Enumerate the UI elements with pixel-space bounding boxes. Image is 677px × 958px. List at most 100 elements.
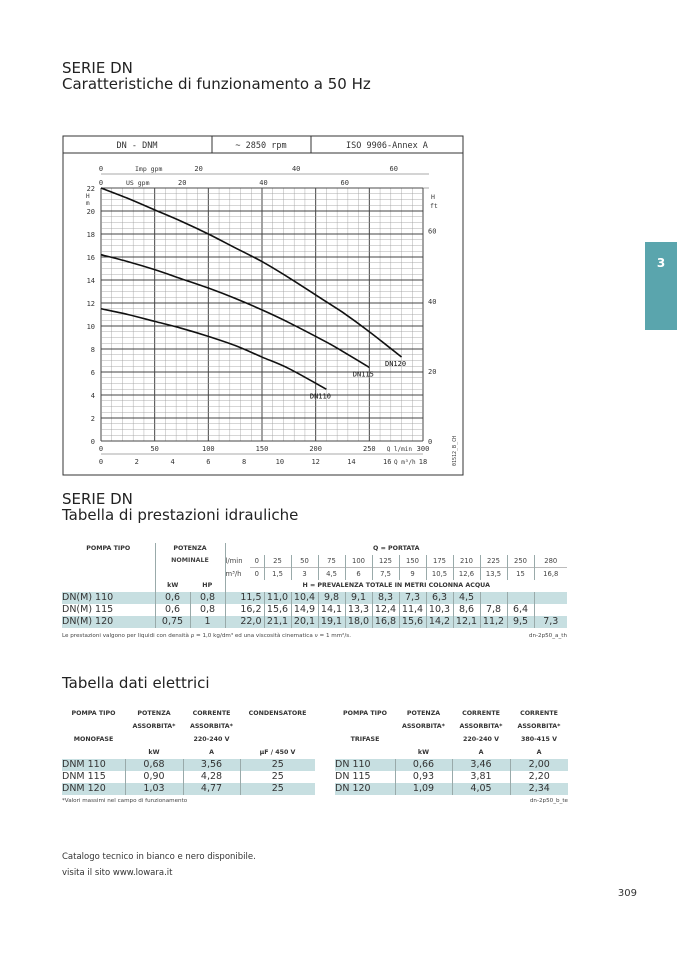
header-cell: CORRENTE bbox=[462, 709, 500, 717]
cell: DNM 110 bbox=[62, 759, 125, 771]
cell: 0,6 bbox=[154, 592, 190, 604]
y2-tick: 20 bbox=[428, 368, 436, 376]
x2-tick: 12 bbox=[311, 458, 319, 466]
table-row: DNM 115 0,90 4,28 25 bbox=[62, 771, 315, 783]
cell: 4,5 bbox=[452, 592, 480, 604]
cell: 1 bbox=[189, 616, 225, 628]
cell: 2,34 bbox=[509, 783, 568, 795]
y2-tick: 40 bbox=[428, 298, 436, 306]
header-cell bbox=[125, 733, 183, 746]
cell: 2,20 bbox=[509, 771, 568, 783]
cell: 14,2 bbox=[425, 616, 453, 628]
us-gpm-tick: 0 bbox=[99, 179, 103, 187]
x-tick: 250 bbox=[363, 445, 376, 453]
imp-gpm-label: Imp gpm bbox=[135, 165, 162, 173]
us-gpm-tick: 20 bbox=[178, 179, 186, 187]
header-cell: TRIFASE bbox=[350, 735, 380, 743]
cell: 11,5 bbox=[224, 592, 264, 604]
cell: 8,3 bbox=[371, 592, 399, 604]
header-cell: ASSORBITA* bbox=[402, 722, 445, 730]
header-cell: ASSORBITA* bbox=[132, 722, 176, 730]
y-tick: 12 bbox=[87, 300, 95, 308]
cell: 7,3 bbox=[533, 616, 567, 628]
cell: 1,03 bbox=[124, 783, 183, 795]
h-nominale: NOMINALE bbox=[154, 555, 225, 568]
us-gpm-tick: 40 bbox=[259, 179, 267, 187]
imp-gpm-tick: 20 bbox=[194, 165, 202, 173]
chart-header-cell: ~ 2850 rpm bbox=[235, 141, 286, 151]
cell bbox=[479, 592, 507, 604]
cell: 25 bbox=[239, 771, 315, 783]
cell: 18,0 bbox=[344, 616, 372, 628]
elec-note: *Valori massimi nel campo di funzionamen… bbox=[62, 798, 188, 804]
q-m3h: 1,5 bbox=[263, 567, 291, 580]
x2-axis-label: Q m³/h bbox=[394, 459, 416, 466]
imp-gpm-tick: 40 bbox=[292, 165, 300, 173]
cell: DN 115 bbox=[335, 771, 371, 782]
cell: 3,56 bbox=[182, 759, 240, 771]
x-tick: 200 bbox=[309, 445, 322, 453]
x2-tick: 6 bbox=[206, 458, 210, 466]
footer-link[interactable]: visita il sito www.lowara.it bbox=[62, 868, 173, 878]
us-gpm-label: US gpm bbox=[126, 179, 150, 187]
section-tab[interactable]: 3 bbox=[645, 242, 677, 330]
header-cell: 380-415 V bbox=[521, 735, 557, 743]
footer-line1: Catalogo tecnico in bianco e nero dispon… bbox=[62, 852, 256, 862]
cell: 7,3 bbox=[398, 592, 426, 604]
header-cell: POTENZA bbox=[137, 709, 171, 717]
table-row: DN(M) 110 0,6 0,8 11,5 11,0 10,4 9,8 9,1 8,3 7,3 6… bbox=[62, 592, 567, 604]
perf-note: Le prestazioni valgono per liquidi con d… bbox=[62, 633, 351, 639]
chart-header-cell: DN - DNM bbox=[117, 141, 158, 151]
header-cell bbox=[62, 746, 125, 759]
cell: 19,1 bbox=[317, 616, 345, 628]
table-row: DN(M) 115 0,6 0,8 16,2 15,6 14,9 14,1 13,3 12,4 1… bbox=[62, 604, 567, 616]
h-kw: kW bbox=[154, 580, 190, 592]
cell: 11,4 bbox=[398, 604, 426, 616]
table-row: DN 110 0,66 3,46 2,00 bbox=[335, 759, 568, 771]
y-tick: 22 bbox=[87, 185, 95, 193]
header-cell: ASSORBITA* bbox=[517, 722, 561, 730]
cell: DNM 120 bbox=[62, 783, 125, 795]
unit-m3h: m³/h bbox=[224, 567, 250, 580]
cell: 16,2 bbox=[224, 604, 264, 616]
q-lmin: 150 bbox=[398, 555, 426, 568]
page-number: 309 bbox=[617, 888, 637, 899]
cell: 3,81 bbox=[451, 771, 510, 783]
performance-chart: DN - DNM ~ 2850 rpm ISO 9906-Annex A0 20 40 6… bbox=[62, 135, 464, 476]
y-axis-label: H bbox=[86, 193, 90, 200]
cell: 0,66 bbox=[394, 759, 452, 771]
cell: 6,4 bbox=[506, 604, 534, 616]
chart-frame bbox=[62, 135, 464, 476]
cell: 25 bbox=[239, 759, 315, 771]
cell: 11,0 bbox=[263, 592, 291, 604]
q-m3h: 13,5 bbox=[479, 567, 507, 580]
cell: 6,3 bbox=[425, 592, 453, 604]
y-tick: 20 bbox=[87, 208, 95, 216]
x2-tick: 2 bbox=[135, 458, 139, 466]
cell: 21,1 bbox=[263, 616, 291, 628]
cell bbox=[533, 592, 567, 604]
cell: 12,1 bbox=[452, 616, 480, 628]
q-lmin: 125 bbox=[371, 555, 399, 568]
header-cell: ASSORBITA* bbox=[459, 722, 503, 730]
x-axis-label: Q l/min bbox=[387, 446, 413, 453]
y2-axis-unit: ft bbox=[430, 202, 438, 210]
page-title: SERIE DN bbox=[62, 59, 133, 77]
chart-code: 01512_B_CH bbox=[452, 436, 458, 466]
h-q: Q = PORTATA bbox=[224, 543, 567, 555]
q-m3h: 0 bbox=[250, 567, 264, 580]
q-lmin: 210 bbox=[452, 555, 480, 568]
header-cell bbox=[240, 733, 315, 746]
cell: 12,4 bbox=[371, 604, 399, 616]
x2-tick: 14 bbox=[347, 458, 355, 466]
us-gpm-tick: 60 bbox=[341, 179, 349, 187]
cell: 16,8 bbox=[371, 616, 399, 628]
table-row: DN(M) 120 0,75 1 22,0 21,1 20,1 19,1 18,0 16,8 15… bbox=[62, 616, 567, 628]
q-lmin: 100 bbox=[344, 555, 372, 568]
q-lmin: 0 bbox=[254, 557, 259, 565]
x-tick: 0 bbox=[99, 445, 103, 453]
cell: 1,09 bbox=[394, 783, 452, 795]
cell: 0,93 bbox=[394, 771, 452, 783]
y-tick: 4 bbox=[91, 392, 95, 400]
